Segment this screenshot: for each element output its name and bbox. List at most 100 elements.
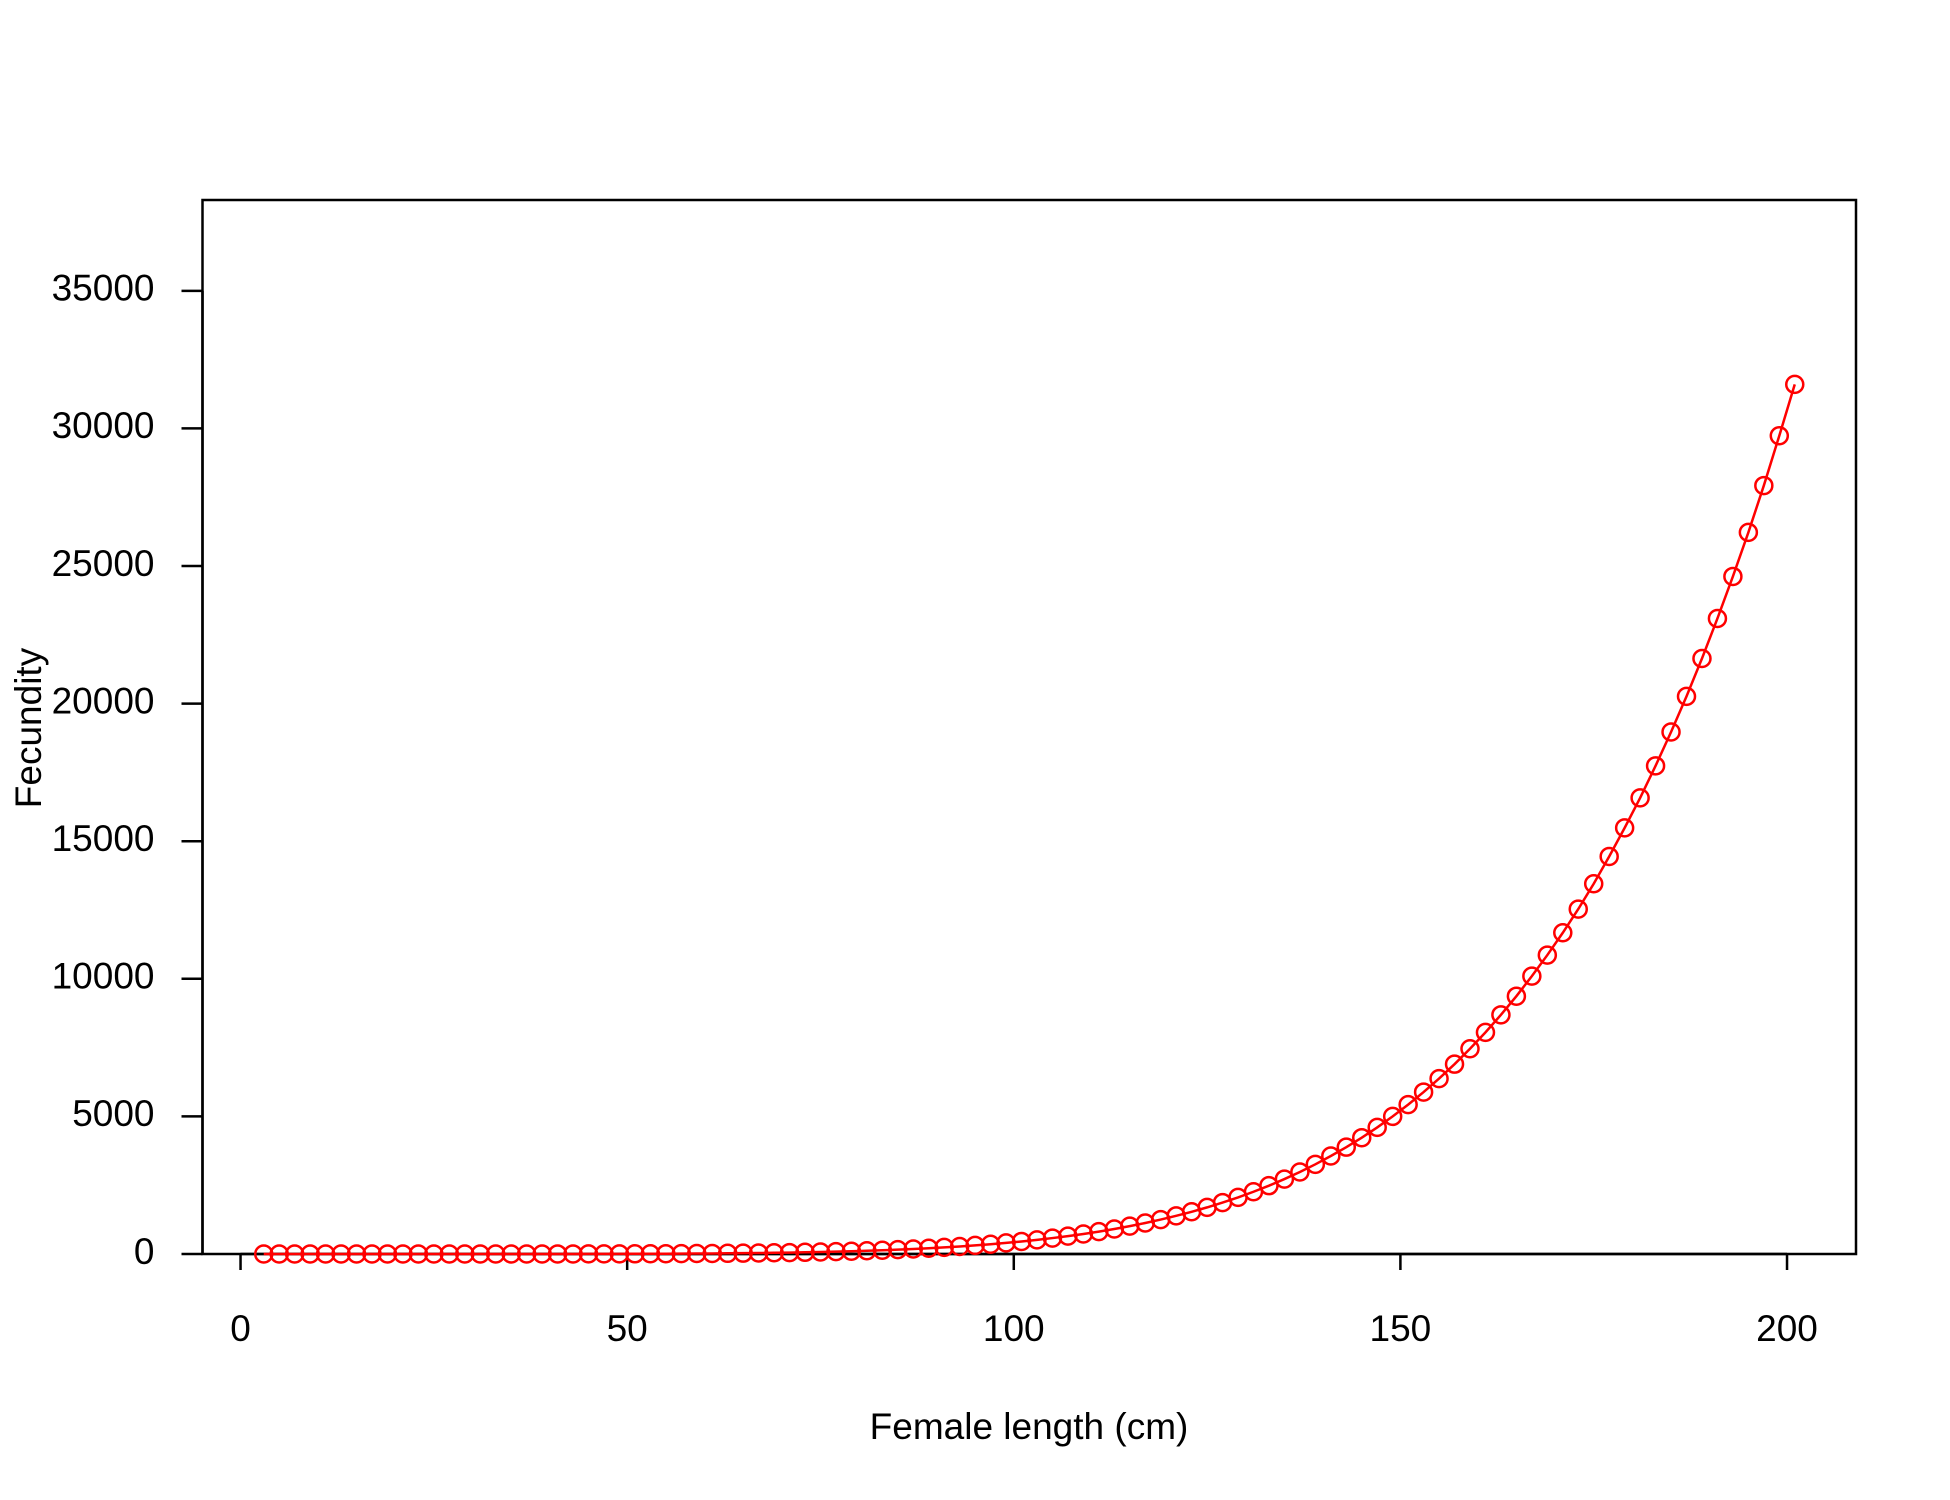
data-point <box>1707 608 1728 629</box>
data-point <box>810 1242 831 1262</box>
data-point <box>1413 1082 1434 1102</box>
data-point <box>795 1242 815 1263</box>
data-point <box>331 1244 351 1264</box>
data-point <box>1754 475 1774 496</box>
data-point <box>640 1244 661 1264</box>
data-point <box>393 1244 413 1264</box>
data-point <box>1738 522 1759 543</box>
data-point <box>1336 1137 1357 1157</box>
data-point <box>253 1244 274 1264</box>
data-point <box>1398 1094 1418 1115</box>
data-point <box>625 1244 645 1264</box>
data-point <box>1351 1127 1372 1148</box>
y-tick-label: 35000 <box>52 268 155 309</box>
y-axis-title: Fecundity <box>8 647 49 808</box>
data-point <box>346 1244 367 1264</box>
data-point <box>315 1244 336 1264</box>
data-point <box>717 1243 738 1264</box>
data-point <box>1429 1068 1449 1089</box>
data-point <box>826 1241 846 1262</box>
data-point <box>1692 648 1712 669</box>
data-point <box>656 1243 676 1264</box>
data-point <box>841 1241 862 1261</box>
data-point <box>934 1237 954 1258</box>
data-point <box>1460 1039 1480 1059</box>
data-point <box>408 1244 429 1264</box>
data-point <box>1305 1154 1326 1175</box>
data-point <box>764 1243 784 1263</box>
data-point <box>377 1244 398 1264</box>
data-point <box>1614 818 1635 838</box>
data-point <box>918 1238 939 1258</box>
data-point <box>1537 945 1558 965</box>
data-point <box>872 1240 893 1261</box>
data-point <box>424 1244 444 1264</box>
data-point <box>1645 756 1666 776</box>
data-point <box>1506 986 1527 1006</box>
data-point <box>269 1244 289 1264</box>
data-point <box>1321 1146 1341 1166</box>
x-tick-label: 0 <box>230 1308 251 1349</box>
data-point <box>1491 1005 1511 1025</box>
data-point <box>1661 722 1681 742</box>
data-point <box>1290 1162 1310 1182</box>
data-point <box>563 1244 583 1264</box>
data-point <box>1444 1054 1465 1074</box>
data-point <box>702 1243 722 1264</box>
y-tick-label: 30000 <box>52 405 155 446</box>
data-point <box>733 1243 753 1263</box>
data-point <box>1382 1106 1403 1127</box>
data-point <box>1367 1117 1387 1138</box>
data-point <box>888 1239 908 1260</box>
data-point <box>1553 923 1573 943</box>
data-point <box>578 1244 599 1264</box>
data-point <box>671 1243 692 1264</box>
data-point <box>439 1244 460 1264</box>
data-point <box>1522 966 1542 986</box>
x-tick-label: 200 <box>1756 1308 1818 1349</box>
data-point <box>1785 374 1805 395</box>
y-tick-label: 0 <box>134 1231 155 1272</box>
data-point <box>779 1242 800 1263</box>
plot-frame <box>201 198 1858 1256</box>
data-point <box>1676 686 1697 707</box>
data-point <box>748 1243 769 1263</box>
data-point <box>501 1244 521 1264</box>
data-point <box>1011 1231 1032 1252</box>
y-tick-label: 20000 <box>52 680 155 721</box>
data-point <box>1274 1169 1295 1189</box>
data-point <box>1042 1228 1063 1248</box>
data-point <box>485 1244 506 1264</box>
data-point <box>996 1233 1016 1253</box>
data-point <box>470 1244 490 1264</box>
x-tick-label: 50 <box>607 1308 648 1349</box>
data-point <box>1475 1022 1496 1043</box>
data-point <box>609 1244 630 1264</box>
y-tick-label: 5000 <box>72 1093 154 1134</box>
x-tick-label: 150 <box>1370 1308 1432 1349</box>
data-point <box>1769 426 1790 446</box>
y-tick-label: 10000 <box>52 956 155 997</box>
data-point <box>1723 566 1743 587</box>
data-point <box>547 1244 568 1264</box>
data-point <box>362 1244 382 1264</box>
data-point <box>532 1244 552 1264</box>
data-point <box>949 1236 970 1257</box>
data-point <box>687 1243 707 1264</box>
data-point <box>284 1244 305 1264</box>
data-point <box>980 1234 1001 1254</box>
y-tick-label: 25000 <box>52 543 155 584</box>
data-point <box>857 1241 877 1261</box>
data-point <box>1599 846 1619 867</box>
data-point <box>300 1244 320 1264</box>
x-axis-title: Female length (cm) <box>870 1406 1189 1447</box>
data-point <box>455 1244 475 1264</box>
y-tick-label: 15000 <box>52 818 155 859</box>
data-point <box>1027 1230 1047 1250</box>
data-point <box>903 1239 924 1259</box>
x-tick-label: 100 <box>983 1308 1045 1349</box>
series-line <box>263 384 1796 1256</box>
data-point <box>965 1235 985 1256</box>
data-point <box>1583 873 1604 894</box>
